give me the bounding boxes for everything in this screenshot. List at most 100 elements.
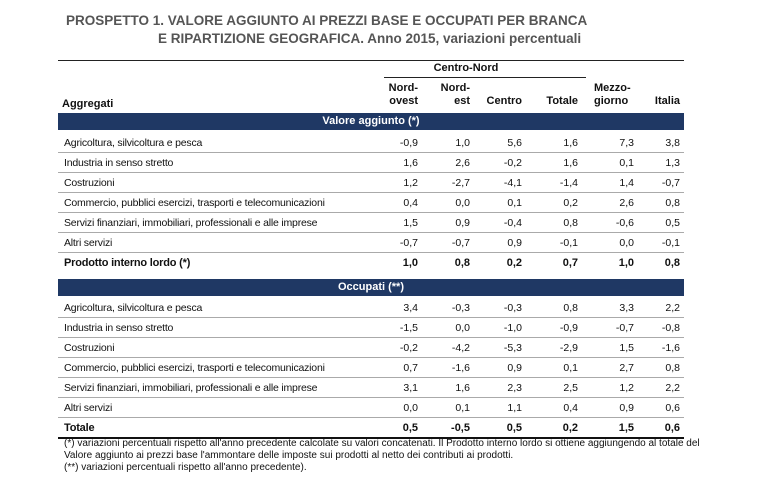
cell-value: 1,1 bbox=[507, 402, 522, 414]
row-label: Costruzioni bbox=[64, 177, 115, 189]
row-label: Industria in senso stretto bbox=[64, 157, 174, 169]
cell-value: 0,1 bbox=[619, 157, 634, 169]
cell-value: -1,4 bbox=[559, 177, 578, 189]
col-header-nord-est: Nord-est bbox=[440, 82, 470, 107]
cell-value: 0,5 bbox=[506, 422, 522, 434]
footnotes: (*) variazioni percentuali rispetto all'… bbox=[64, 438, 724, 474]
row-label: Industria in senso stretto bbox=[64, 322, 174, 334]
cell-value: 0,1 bbox=[507, 197, 522, 209]
table-row: Costruzioni -0,2 -4,2 -5,3 -2,9 1,5 -1,6 bbox=[58, 338, 684, 358]
row-label: Agricoltura, silvicoltura e pesca bbox=[64, 137, 203, 149]
row-separator bbox=[58, 172, 684, 173]
row-label: Commercio, pubblici esercizi, trasporti … bbox=[64, 362, 325, 374]
cell-value: -0,7 bbox=[661, 177, 680, 189]
cell-value: -0,8 bbox=[661, 322, 680, 334]
cell-value: -1,5 bbox=[399, 322, 418, 334]
col-header-italia: Italia bbox=[654, 95, 680, 107]
cell-value: 0,8 bbox=[563, 302, 578, 314]
table-row: Servizi finanziari, immobiliari, profess… bbox=[58, 378, 684, 398]
cell-value: 3,1 bbox=[403, 382, 418, 394]
cell-value: 0,6 bbox=[664, 422, 680, 434]
cell-value: 1,6 bbox=[455, 382, 470, 394]
cell-value: 1,0 bbox=[455, 137, 470, 149]
cell-value: 0,9 bbox=[455, 217, 470, 229]
cell-value: 0,9 bbox=[507, 237, 522, 249]
table-row: Servizi finanziari, immobiliari, profess… bbox=[58, 213, 684, 233]
table-total-row: Prodotto interno lordo (*) 1,0 0,8 0,2 0,7 1,… bbox=[58, 253, 684, 273]
cell-value: 1,5 bbox=[619, 342, 634, 354]
row-label: Prodotto interno lordo (*) bbox=[64, 257, 191, 269]
row-separator bbox=[58, 317, 684, 318]
cell-value: -0,3 bbox=[451, 302, 470, 314]
row-label: Commercio, pubblici esercizi, trasporti … bbox=[64, 197, 325, 209]
cell-value: 0,1 bbox=[563, 362, 578, 374]
cell-value: 1,6 bbox=[563, 157, 578, 169]
row-separator bbox=[58, 232, 684, 233]
row-separator bbox=[58, 397, 684, 398]
row-label: Agricoltura, silvicoltura e pesca bbox=[64, 302, 203, 314]
cell-value: 3,8 bbox=[665, 137, 680, 149]
cell-value: 0,8 bbox=[665, 197, 680, 209]
page-title: PROSPETTO 1. VALORE AGGIUNTO AI PREZZI B… bbox=[66, 12, 587, 48]
cell-value: 0,2 bbox=[506, 257, 522, 269]
cell-value: 0,0 bbox=[455, 197, 470, 209]
cell-value: 0,8 bbox=[665, 362, 680, 374]
cell-value: 2,2 bbox=[665, 382, 680, 394]
cell-value: 0,1 bbox=[455, 402, 470, 414]
cell-value: -0,9 bbox=[559, 322, 578, 334]
cell-value: -0,5 bbox=[451, 422, 470, 434]
cell-value: 3,3 bbox=[619, 302, 634, 314]
cell-value: -2,7 bbox=[451, 177, 470, 189]
cell-value: -5,3 bbox=[503, 342, 522, 354]
cell-value: 1,6 bbox=[403, 157, 418, 169]
row-separator bbox=[58, 337, 684, 338]
cell-value: -1,0 bbox=[503, 322, 522, 334]
cell-value: 0,7 bbox=[562, 257, 578, 269]
cell-value: -0,9 bbox=[399, 137, 418, 149]
cell-value: 5,6 bbox=[507, 137, 522, 149]
row-label: Altri servizi bbox=[64, 402, 113, 414]
cell-value: 2,2 bbox=[665, 302, 680, 314]
cell-value: 0,5 bbox=[665, 217, 680, 229]
cell-value: 0,5 bbox=[402, 422, 418, 434]
cell-value: 1,5 bbox=[403, 217, 418, 229]
section-band-occupati: Occupati (**) bbox=[58, 279, 684, 296]
cell-value: 1,2 bbox=[619, 382, 634, 394]
title-line-1: PROSPETTO 1. VALORE AGGIUNTO AI PREZZI B… bbox=[66, 13, 588, 28]
title-line-2: E RIPARTIZIONE GEOGRAFICA. Anno 2015, va… bbox=[158, 31, 582, 46]
cell-value: -0,1 bbox=[559, 237, 578, 249]
cell-value: 1,3 bbox=[665, 157, 680, 169]
group-underline bbox=[384, 77, 586, 78]
cell-value: 0,4 bbox=[403, 197, 418, 209]
row-separator bbox=[58, 377, 684, 378]
cell-value: -0,2 bbox=[399, 342, 418, 354]
cell-value: -0,6 bbox=[615, 217, 634, 229]
cell-value: 0,0 bbox=[403, 402, 418, 414]
cell-value: 0,8 bbox=[454, 257, 470, 269]
table-row: Industria in senso stretto 1,6 2,6 -0,2 1,6 0… bbox=[58, 153, 684, 173]
table-row: Industria in senso stretto -1,5 0,0 -1,0 -0,… bbox=[58, 318, 684, 338]
table-row: Agricoltura, silvicoltura e pesca 3,4 -0,3… bbox=[58, 298, 684, 318]
row-label: Costruzioni bbox=[64, 342, 115, 354]
cell-value: -1,6 bbox=[661, 342, 680, 354]
cell-value: 1,4 bbox=[619, 177, 634, 189]
row-label: Servizi finanziari, immobiliari, profess… bbox=[64, 217, 318, 229]
cell-value: 2,7 bbox=[619, 362, 634, 374]
row-label: Servizi finanziari, immobiliari, profess… bbox=[64, 382, 318, 394]
cell-value: 2,6 bbox=[455, 157, 470, 169]
footnote-1: (*) variazioni percentuali rispetto all'… bbox=[64, 438, 700, 461]
row-separator bbox=[58, 417, 684, 418]
cell-value: -0,7 bbox=[451, 237, 470, 249]
row-separator bbox=[58, 212, 684, 213]
row-label: Totale bbox=[64, 422, 95, 434]
cell-value: 3,4 bbox=[403, 302, 418, 314]
cell-value: 7,3 bbox=[619, 137, 634, 149]
cell-value: 1,0 bbox=[618, 257, 634, 269]
table-bottom-rule bbox=[58, 437, 684, 439]
footnote-2: (**) variazioni percentuali rispetto all… bbox=[64, 462, 307, 473]
col-header-totale: Totale bbox=[546, 95, 578, 107]
row-separator bbox=[58, 192, 684, 193]
row-label: Altri servizi bbox=[64, 237, 113, 249]
cell-value: 1,2 bbox=[403, 177, 418, 189]
row-separator bbox=[58, 152, 684, 153]
